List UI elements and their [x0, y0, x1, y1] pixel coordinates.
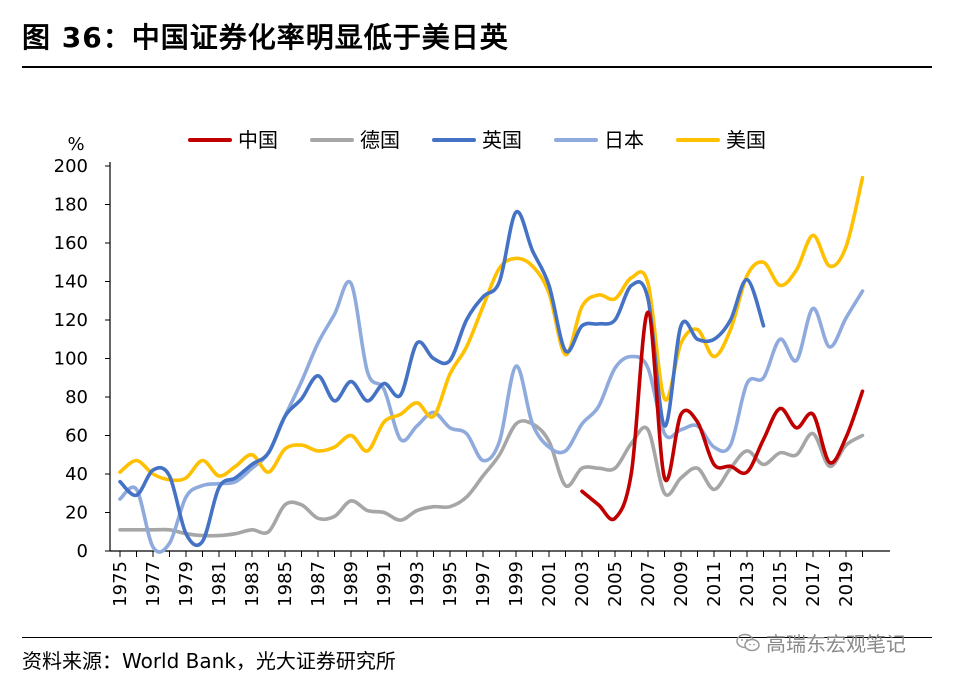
wechat-icon	[736, 633, 760, 651]
series-line-2	[118, 419, 865, 538]
x-tick-label: 1995	[440, 561, 461, 607]
y-axis-unit: %	[67, 134, 84, 155]
series-line-1	[580, 310, 865, 522]
y-tick-label: 140	[54, 272, 88, 293]
x-tick-label: 1979	[176, 561, 197, 607]
y-tick-label: 80	[65, 387, 88, 408]
line-chart: % 0 20 40 60 80 100 120 140 160 180 200 1975 1977 1979…	[54, 128, 890, 607]
x-tick-label: 2009	[671, 561, 692, 607]
x-tick-label: 2019	[836, 561, 857, 607]
series-line-4	[118, 279, 865, 554]
x-tick-label: 2003	[572, 561, 593, 607]
x-tick-label: 2005	[605, 561, 626, 607]
legend-label: 美国	[726, 128, 766, 152]
x-tick-label: 1991	[374, 561, 395, 607]
chart-legend: 中国 德国 英国 日本 美国	[188, 128, 766, 152]
y-tick-label: 160	[54, 233, 88, 254]
x-tick-label: 1999	[506, 561, 527, 607]
x-tick-label: 2011	[704, 561, 725, 607]
footer-divider	[22, 637, 932, 638]
x-tick-label: 2013	[737, 561, 758, 607]
x-tick-label: 2015	[770, 561, 791, 607]
series-line-5	[118, 175, 865, 483]
chart-lines	[118, 175, 865, 554]
x-tick-label: 1985	[275, 561, 296, 607]
legend-label: 中国	[238, 128, 278, 152]
x-tick-label: 2017	[803, 561, 824, 607]
y-tick-label: 180	[54, 195, 88, 216]
watermark-text: 高瑞东宏观笔记	[766, 632, 906, 656]
y-tick-label: 200	[54, 156, 88, 177]
x-tick-label: 1987	[308, 561, 329, 607]
x-tick-label: 2001	[539, 561, 560, 607]
source-note: 资料来源：World Bank，光大证券研究所	[22, 649, 396, 673]
x-tick-label: 1993	[407, 561, 428, 607]
y-tick-label: 0	[77, 541, 88, 562]
y-tick-label: 120	[54, 310, 88, 331]
y-tick-label: 100	[54, 349, 88, 370]
x-tick-label: 1975	[110, 561, 131, 607]
y-tick-label: 40	[65, 464, 88, 485]
chart-title: 图 36：中国证券化率明显低于美日英	[22, 21, 509, 54]
title-divider	[22, 66, 932, 68]
x-tick-label: 1983	[242, 561, 263, 607]
x-tick-label: 1977	[143, 561, 164, 607]
x-tick-label: 2007	[638, 561, 659, 607]
legend-label: 日本	[604, 128, 644, 152]
watermark: 高瑞东宏观笔记	[736, 628, 906, 657]
chart-axes: % 0 20 40 60 80 100 120 140 160 180 200 1975 1977 1979…	[54, 134, 890, 607]
x-tick-label: 1981	[209, 561, 230, 607]
x-tick-label: 1989	[341, 561, 362, 607]
y-tick-label: 60	[65, 426, 88, 447]
y-tick-label: 20	[65, 503, 88, 524]
x-tick-label: 1997	[473, 561, 494, 607]
legend-label: 英国	[482, 128, 522, 152]
series-line-3	[118, 210, 766, 548]
legend-label: 德国	[360, 128, 400, 152]
